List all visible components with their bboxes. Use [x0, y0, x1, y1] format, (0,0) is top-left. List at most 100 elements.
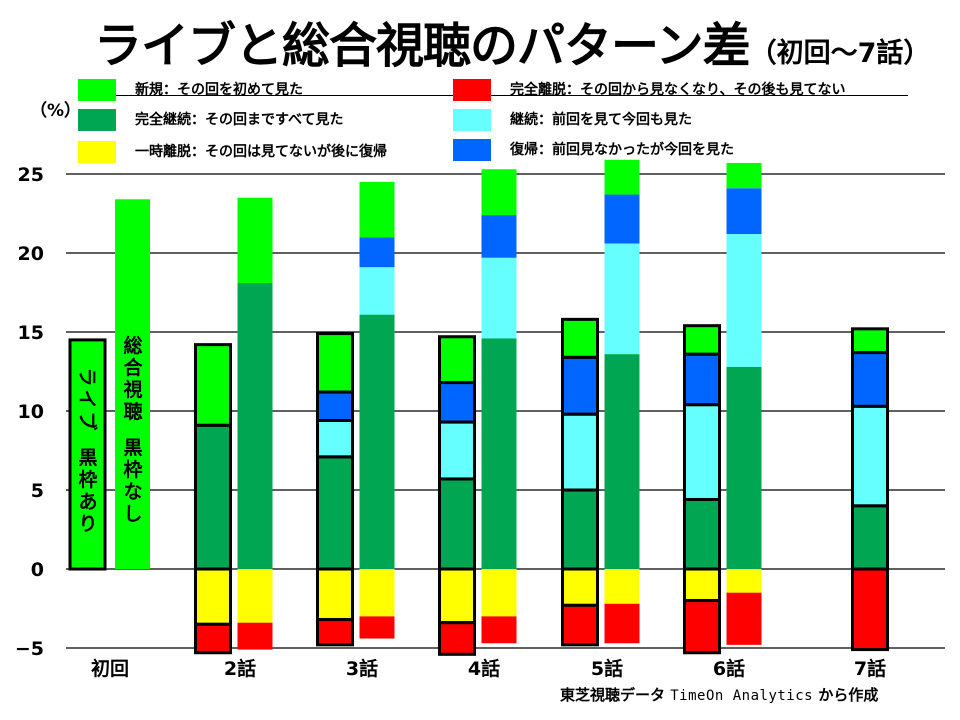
chart-title: ライブと総合視聴のパターン差（初回～7話）: [94, 6, 930, 76]
legend-item-temp-leave: 一時離脱：その回は見てないが後に復帰: [78, 141, 387, 163]
bar-segment-full_leave: [683, 599, 721, 655]
bar-segment-continue: [561, 412, 599, 492]
legend-label-full-leave: 完全離脱：その回から見なくなり、その後も見てない: [510, 82, 846, 98]
y-tick-label: −5: [15, 638, 44, 660]
bar-segment-return: [316, 390, 354, 422]
x-tick-label: 6話: [713, 657, 745, 680]
bar-segment-full_leave: [237, 622, 273, 650]
bar-segment-full_leave: [359, 616, 395, 639]
legend-swatch-complete: [78, 109, 116, 131]
bar-segment-new: [68, 338, 107, 571]
annotation-live-char: 枠: [78, 468, 97, 491]
x-tick-label: 初回: [91, 657, 129, 680]
bar-segment-full_leave: [438, 621, 476, 656]
annotation-total-char: 黒: [123, 437, 142, 459]
bar-segment-return: [683, 352, 721, 407]
legend-label-new: 新規：その回を初めて見た: [135, 82, 303, 98]
bar-segment-full_leave: [194, 622, 232, 655]
bar-segment-complete: [851, 504, 889, 571]
bar-segment-new: [561, 317, 599, 359]
y-tick-label: 15: [18, 322, 44, 344]
bar-segment-return: [481, 215, 517, 258]
bar-segment-complete: [359, 314, 395, 569]
bar-segment-temp_leave: [438, 567, 476, 625]
legend-swatch-full-leave: [453, 79, 491, 101]
bar-segment-complete: [316, 455, 354, 571]
bar-segment-temp_leave: [481, 569, 517, 617]
bar-segment-new: [726, 162, 762, 189]
legend-label-complete: 完全継続：その回まですべて見た: [135, 112, 344, 128]
bar-segment-continue: [726, 234, 762, 367]
y-axis-unit-label: （%）: [30, 101, 82, 121]
bar-segment-continue: [851, 404, 889, 508]
x-tick-label: 2話: [224, 657, 256, 680]
bar-segment-new: [604, 159, 640, 195]
bar-segment-new: [316, 332, 354, 394]
legend-item-continue: 継続：前回を見て今回も見た: [453, 109, 692, 131]
bar-segment-complete: [438, 477, 476, 571]
bar-segment-full_leave: [851, 567, 889, 652]
bar-segment-temp_leave: [316, 567, 354, 622]
y-tick-label: 25: [18, 164, 44, 186]
legend-item-complete: 完全継続：その回まですべて見た: [78, 109, 343, 131]
bar-segment-full_leave: [604, 603, 640, 644]
bar-segment-return: [851, 351, 889, 408]
chart-title-main: ライブと総合視聴のパターン差: [94, 18, 751, 74]
bar-segment-return: [561, 355, 599, 416]
bar-segment-complete: [683, 497, 721, 571]
bar-segment-return: [726, 188, 762, 235]
bar-segment-new: [851, 327, 889, 355]
y-tick-label: 0: [31, 559, 44, 581]
legend-item-full-leave: 完全離脱：その回から見なくなり、その後も見てない: [453, 79, 845, 101]
legend-label-continue: 継続：前回を見て今回も見た: [510, 112, 692, 128]
bar-segment-continue: [481, 257, 517, 339]
bar-segment-return: [438, 381, 476, 424]
bar-segment-complete: [481, 338, 517, 569]
bar-segment-new: [481, 169, 517, 216]
bar-segment-temp_leave: [359, 569, 395, 617]
bar-segment-new: [194, 343, 232, 427]
annotation-live-char: 黒: [78, 447, 97, 469]
x-tick-label: 7話: [854, 657, 886, 680]
bar-segment-complete: [237, 283, 273, 569]
bar-segment-new: [359, 181, 395, 238]
bar-segment-full_leave: [316, 618, 354, 647]
legend-label-temp-leave: 一時離脱：その回は見てないが後に復帰: [135, 144, 387, 160]
annotation-total-char: 枠: [123, 458, 142, 481]
y-tick-label: 5: [31, 480, 44, 502]
chart-title-sub: （初回～7話）: [749, 38, 931, 69]
legend-swatch-new: [78, 79, 116, 101]
bar-segment-return: [359, 237, 395, 268]
bar-segment-continue: [316, 418, 354, 459]
legend-item-return: 復帰：前回見なかったが今回を見た: [453, 139, 734, 161]
x-tick-label: 5話: [591, 657, 623, 680]
bar-segment-continue: [604, 243, 640, 355]
bar-segment-new: [438, 335, 476, 385]
bar-segment-temp_leave: [237, 569, 273, 623]
legend-item-new: 新規：その回を初めて見た: [78, 79, 303, 101]
bar-segment-full_leave: [481, 616, 517, 644]
bar-segment-continue: [683, 403, 721, 501]
bar-segment-complete: [561, 488, 599, 571]
bar-segment-return: [604, 194, 640, 244]
source-caption-prefix: 東芝視聴データ: [560, 686, 671, 704]
annotation-total-char: な: [123, 481, 142, 503]
y-tick-label: 20: [18, 243, 44, 265]
bar-segment-new: [683, 324, 721, 356]
bar-segment-complete: [604, 354, 640, 569]
x-tick-label: 4話: [468, 657, 500, 680]
annotation-total-char: 合: [123, 356, 143, 379]
x-tick-label: 3話: [346, 657, 378, 680]
bar-segment-temp_leave: [604, 569, 640, 604]
bar-segment-temp_leave: [561, 567, 599, 607]
bar-segment-full_leave: [561, 603, 599, 647]
legend-swatch-continue: [453, 109, 491, 131]
bar-segment-full_leave: [726, 592, 762, 645]
bar-segment-temp_leave: [683, 567, 721, 603]
bar-segment-continue: [438, 420, 476, 481]
legend-label-return: 復帰：前回見なかったが今回を見た: [510, 142, 734, 158]
annotation-live-char: ブ: [76, 411, 99, 430]
legend-divider: [78, 95, 908, 96]
bar-segment-new: [115, 199, 150, 569]
